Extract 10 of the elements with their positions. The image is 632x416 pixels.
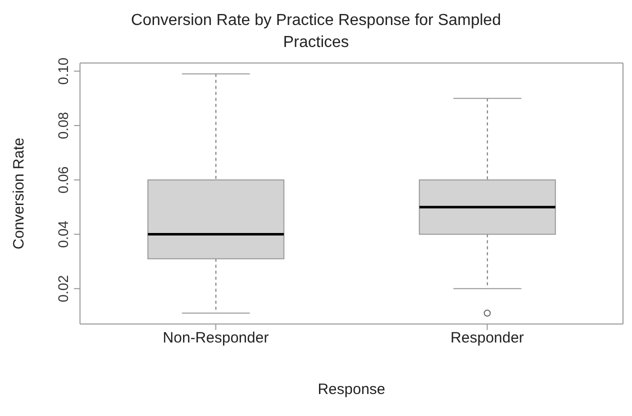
x-tick-label: Responder — [450, 330, 524, 347]
y-axis-title: Conversion Rate — [10, 138, 28, 250]
chart-title: Conversion Rate by Practice Response for Sampled Practices — [130, 11, 502, 53]
y-tick-label: 0.02 — [55, 274, 71, 302]
y-tick-label: 0.06 — [55, 166, 71, 194]
y-tick-label: 0.04 — [55, 220, 71, 248]
x-tick-label: Non-Responder — [162, 330, 269, 347]
y-tick-label: 0.10 — [55, 57, 71, 85]
x-axis-title: Response — [318, 381, 386, 398]
y-tick-label: 0.08 — [55, 112, 71, 140]
